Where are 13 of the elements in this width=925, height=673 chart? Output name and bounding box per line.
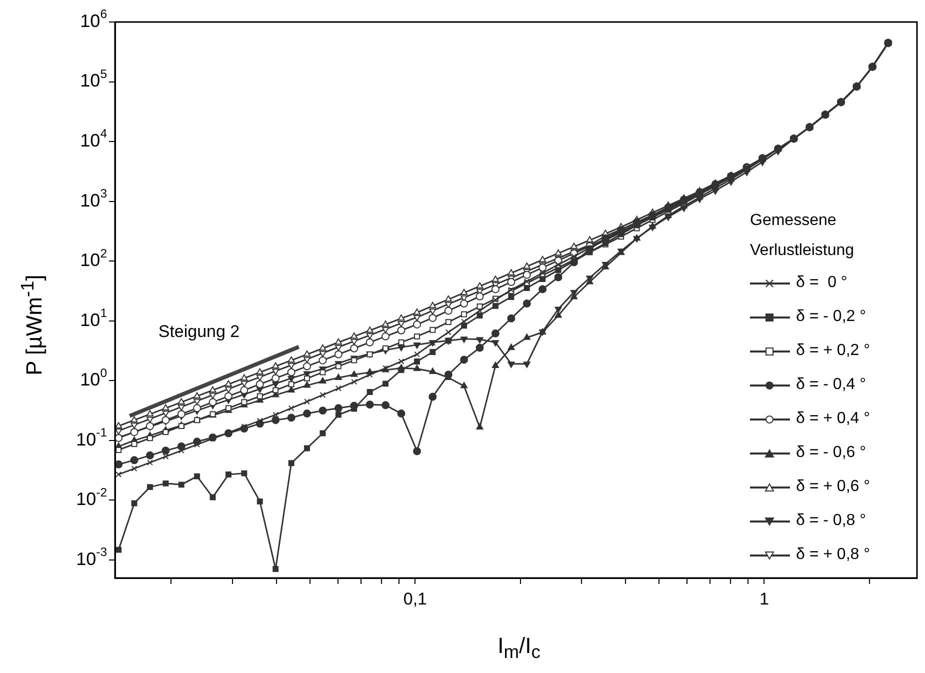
legend-label: δ = + 0,2 ° (796, 341, 870, 361)
legend-label: δ = - 0,6 ° (796, 443, 866, 463)
legend-label: δ = + 0,6 ° (796, 477, 870, 497)
legend-label: δ = 0 ° (796, 273, 848, 293)
legend-label: δ = + 0,4 ° (796, 409, 870, 429)
x-axis-title: I$_{m}$/I$_{c}$ (498, 632, 540, 664)
legend-label: δ = - 0,4 ° (796, 375, 866, 395)
x-tick-label: 1 (759, 590, 769, 609)
legend-label: δ = + 0,8 ° (796, 545, 870, 565)
legend-label: δ = - 0,8 ° (796, 511, 866, 531)
legend-label: δ = - 0,2 ° (796, 307, 866, 327)
x-tick-label: 0,1 (403, 590, 428, 609)
annotation: Steigung 2 (158, 322, 240, 342)
